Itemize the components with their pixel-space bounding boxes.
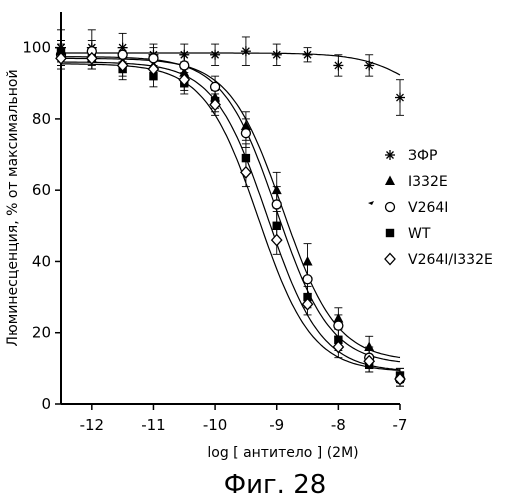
data-point-2 bbox=[118, 50, 127, 59]
data-point-0 bbox=[303, 50, 313, 60]
y-tick-label: 60 bbox=[32, 181, 51, 199]
legend-marker-2 bbox=[386, 203, 395, 212]
fit-curve-4 bbox=[61, 64, 400, 371]
legend-label-0: ЗФР bbox=[408, 148, 437, 164]
data-point-0 bbox=[210, 50, 220, 60]
data-point-2 bbox=[241, 129, 250, 138]
data-point-1 bbox=[303, 256, 313, 266]
data-point-0 bbox=[364, 60, 374, 70]
legend-label-1: I332E bbox=[408, 174, 448, 190]
stray-mark bbox=[368, 201, 374, 205]
x-tick-label: -12 bbox=[80, 416, 105, 434]
x-tick-label: -7 bbox=[393, 416, 408, 434]
data-point-0 bbox=[333, 60, 343, 70]
data-point-1 bbox=[364, 341, 374, 351]
data-point-2 bbox=[334, 321, 343, 330]
y-axis-label: Люминесценция, % от максимальной bbox=[5, 69, 21, 346]
legend-label-3: WT bbox=[408, 226, 431, 242]
legend-marker-3 bbox=[386, 229, 394, 237]
data-point-2 bbox=[149, 54, 158, 63]
legend-marker-1 bbox=[385, 176, 395, 186]
legend: ЗФР I332E V264I WT V264I/I332E bbox=[385, 148, 493, 268]
y-tick-label: 20 bbox=[32, 324, 51, 342]
data-point-1 bbox=[272, 185, 282, 195]
data-points bbox=[56, 43, 405, 385]
data-point-0 bbox=[241, 46, 251, 56]
fit-curve-2 bbox=[61, 57, 400, 362]
error-bars bbox=[57, 30, 404, 386]
data-point-0 bbox=[272, 50, 282, 60]
legend-label-4: V264I/I332E bbox=[408, 252, 493, 268]
data-point-3 bbox=[242, 154, 250, 162]
data-point-2 bbox=[211, 82, 220, 91]
data-point-2 bbox=[303, 275, 312, 284]
fit-curve-3 bbox=[61, 62, 400, 370]
y-tick-label: 0 bbox=[41, 395, 51, 413]
data-point-4 bbox=[241, 167, 251, 178]
legend-marker-0 bbox=[385, 150, 395, 160]
data-point-0 bbox=[179, 50, 189, 60]
y-tick-label: 80 bbox=[32, 110, 51, 128]
fit-curves bbox=[61, 53, 400, 370]
data-point-3 bbox=[273, 222, 281, 230]
data-point-2 bbox=[272, 200, 281, 209]
fit-curve-0 bbox=[61, 53, 400, 75]
legend-marker-4 bbox=[385, 254, 395, 265]
x-tick-label: -10 bbox=[203, 416, 228, 434]
x-tick-label: -9 bbox=[269, 416, 284, 434]
x-tick-label: -11 bbox=[141, 416, 166, 434]
data-point-0 bbox=[395, 93, 405, 103]
x-axis-label: log [ антитело ] (2M) bbox=[207, 445, 358, 461]
legend-label-2: V264I bbox=[408, 200, 448, 216]
y-tick-label: 100 bbox=[22, 39, 51, 57]
x-tick-label: -8 bbox=[331, 416, 346, 434]
figure-caption: Фиг. 28 bbox=[224, 470, 327, 500]
y-tick-label: 40 bbox=[32, 252, 51, 270]
axes: -12 -11 -10 -9 -8 -7 0 20 40 60 80 100 bbox=[22, 12, 407, 434]
data-point-4 bbox=[272, 235, 282, 246]
data-point-2 bbox=[180, 61, 189, 70]
